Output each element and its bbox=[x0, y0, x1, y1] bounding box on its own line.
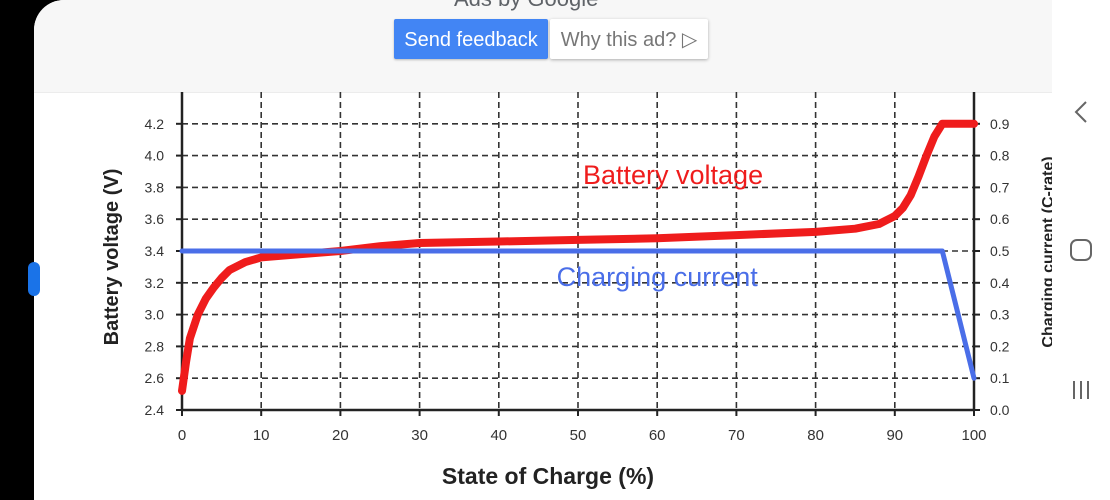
send-feedback-button[interactable]: Send feedback bbox=[394, 19, 548, 59]
x-tick-label: 90 bbox=[886, 427, 903, 444]
y2-tick-label: 0.1 bbox=[990, 370, 1010, 386]
y2-tick-label: 0.7 bbox=[990, 179, 1010, 195]
chart-labels: 0 10 20 30 40 50 60 70 80 90 100 2.4 2.6 2.8 3.0 3.2 3.4… bbox=[101, 116, 1052, 489]
x-tick-label: 30 bbox=[411, 427, 428, 444]
x-tick-label: 20 bbox=[332, 427, 349, 444]
y2-tick-label: 0.9 bbox=[990, 116, 1010, 132]
x-tick-label: 60 bbox=[649, 427, 666, 444]
x-tick-label: 80 bbox=[807, 427, 824, 444]
y2-tick-label: 0.8 bbox=[990, 148, 1010, 164]
y2-tick-label: 0.4 bbox=[990, 275, 1010, 291]
y-tick-label: 3.2 bbox=[145, 275, 165, 291]
y-tick-label: 3.4 bbox=[145, 243, 165, 259]
battery-voltage-series-line bbox=[178, 119, 978, 395]
home-button[interactable] bbox=[1052, 220, 1110, 280]
back-button[interactable] bbox=[1052, 82, 1110, 142]
y-axis-title: Battery voltage (V) bbox=[101, 169, 123, 346]
battery-voltage-annotation: Battery voltage bbox=[583, 160, 763, 190]
y-tick-label: 3.8 bbox=[145, 179, 165, 195]
y-tick-label: 4.2 bbox=[145, 116, 165, 132]
ads-by-google-label: Ads by Google bbox=[454, 0, 598, 12]
edge-panel-handle[interactable] bbox=[28, 262, 40, 296]
y-tick-label: 2.4 bbox=[145, 402, 165, 418]
y2-tick-label: 0.5 bbox=[990, 243, 1010, 259]
y-tick-label: 3.6 bbox=[145, 211, 165, 227]
y2-tick-label: 0.2 bbox=[990, 338, 1010, 354]
y-tick-label: 2.6 bbox=[145, 370, 165, 386]
x-tick-label: 0 bbox=[178, 427, 186, 444]
ad-feedback-bar: Ads by Google Send feedback Why this ad?… bbox=[34, 0, 1052, 93]
y2-axis-title: Charging current (C-rate) bbox=[1040, 156, 1052, 347]
y2-tick-label: 0.0 bbox=[990, 402, 1010, 418]
y-tick-label: 2.8 bbox=[145, 338, 165, 354]
x-tick-label: 70 bbox=[728, 427, 745, 444]
android-nav-bar bbox=[1052, 0, 1110, 500]
back-chevron-icon bbox=[1074, 101, 1087, 123]
y-tick-label: 4.0 bbox=[145, 148, 165, 164]
charging-current-series-line bbox=[179, 248, 977, 381]
recents-button[interactable] bbox=[1052, 360, 1110, 420]
x-tick-label: 100 bbox=[961, 427, 986, 444]
battery-charge-chart: 0 10 20 30 40 50 60 70 80 90 100 2.4 2.6 2.8 3.0 3.2 3.4… bbox=[101, 92, 1052, 489]
home-icon bbox=[1070, 239, 1092, 261]
why-this-ad-button[interactable]: Why this ad? ▷ bbox=[550, 19, 708, 59]
recents-icon bbox=[1073, 381, 1089, 399]
x-tick-label: 10 bbox=[253, 427, 270, 444]
charging-current-annotation: Charging current bbox=[557, 262, 759, 292]
phone-screen: Ads by Google Send feedback Why this ad?… bbox=[34, 0, 1110, 500]
chart-series bbox=[178, 119, 978, 395]
y2-tick-label: 0.3 bbox=[990, 307, 1010, 323]
x-tick-label: 50 bbox=[570, 427, 587, 444]
y-tick-label: 3.0 bbox=[145, 307, 165, 323]
x-axis-title: State of Charge (%) bbox=[442, 463, 654, 489]
y2-tick-label: 0.6 bbox=[990, 211, 1010, 227]
x-tick-label: 40 bbox=[490, 427, 507, 444]
